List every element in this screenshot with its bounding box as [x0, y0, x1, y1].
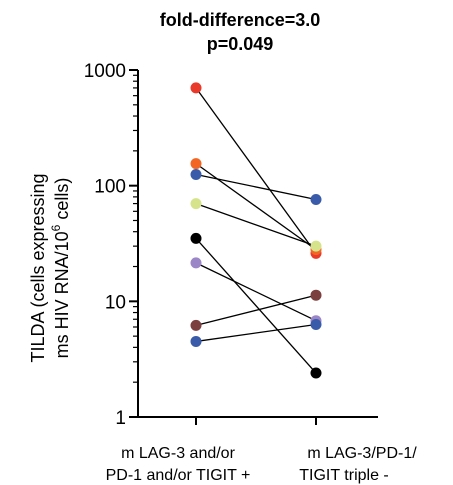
y-tick-label-0: 1	[115, 408, 126, 429]
y-axis-label: TILDA (cells expressing ms HIV RNA/106 c…	[28, 173, 72, 362]
pair-line-0	[195, 87, 317, 254]
point-6-group-0	[190, 319, 202, 331]
point-6-group-1	[310, 289, 322, 301]
pair-line-4	[195, 237, 317, 374]
point-1-group-0	[190, 158, 202, 170]
point-4-group-0	[190, 232, 202, 244]
pair-line-2	[195, 173, 317, 201]
y-axis-label-line-2-suffix: cells)	[52, 178, 72, 225]
point-0-group-0	[190, 82, 202, 94]
point-2-group-1	[310, 193, 322, 205]
point-3-group-1	[310, 240, 322, 252]
pair-line-3	[195, 202, 317, 247]
y-tick-label-3: 1000	[84, 61, 126, 82]
pair-line-1	[195, 163, 317, 251]
x-category-1-line-1: m LAG-3/PD-1/	[307, 445, 417, 462]
point-3-group-0	[190, 198, 202, 210]
y-axis-label-line-2: ms HIV RNA/10	[52, 231, 72, 358]
svg-text:TILDA (cells expressing: TILDA (cells expressing	[28, 173, 48, 362]
y-axis-label-superscript: 6	[49, 224, 63, 231]
y-tick-label-2: 100	[94, 177, 126, 198]
pair-line-6	[195, 294, 317, 326]
point-4-group-1	[310, 367, 322, 379]
y-axis-label-line-1: TILDA (cells expressing	[28, 173, 48, 362]
chart-title-line-1: fold-difference=3.0	[160, 10, 321, 30]
point-2-group-0	[190, 168, 202, 180]
point-7-group-0	[190, 335, 202, 347]
x-category-0-line-2: PD-1 and/or TIGIT +	[106, 467, 251, 484]
point-7-group-1	[310, 319, 322, 331]
y-tick-label-1: 10	[105, 292, 126, 313]
pair-line-5	[195, 262, 317, 322]
chart-title-line-2: p=0.049	[207, 34, 274, 54]
x-category-0-line-1: m LAG-3 and/or	[121, 445, 236, 462]
point-5-group-0	[190, 257, 202, 269]
x-category-1-line-2: TIGIT triple -	[299, 467, 389, 484]
svg-text:ms HIV RNA/106 cells): ms HIV RNA/106 cells)	[49, 178, 72, 359]
pair-line-7	[195, 323, 317, 343]
